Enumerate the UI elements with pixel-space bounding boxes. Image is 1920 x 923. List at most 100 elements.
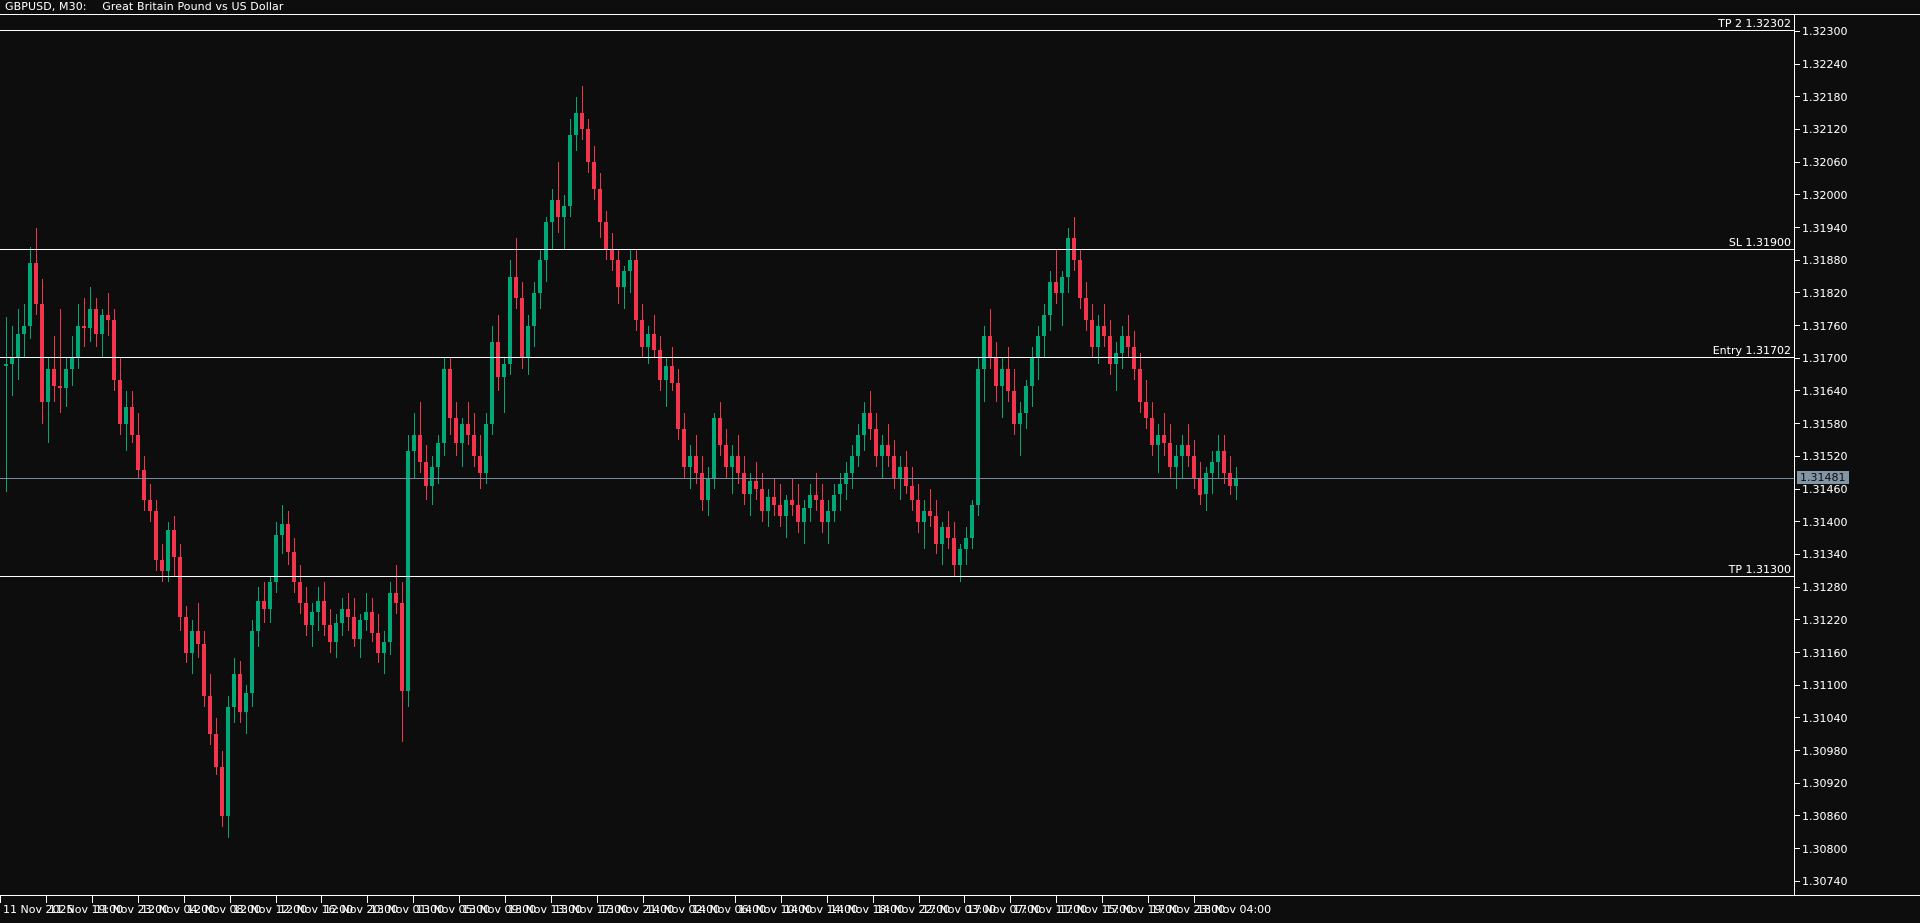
time-tick-mark	[276, 896, 277, 903]
price-tick: 1.31700	[1795, 352, 1848, 365]
candle-body	[808, 494, 812, 509]
candle-body	[778, 505, 782, 517]
candle-body	[898, 467, 902, 479]
candle-body	[592, 162, 596, 190]
candle-body	[880, 445, 884, 457]
candle-wick	[732, 445, 733, 495]
price-tick-mark	[1795, 357, 1800, 359]
price-tick-label: 1.32240	[1802, 58, 1848, 72]
candle-body	[838, 483, 842, 495]
time-tick-mark	[0, 896, 1, 903]
price-tick: 1.30800	[1795, 843, 1848, 856]
candle-body	[946, 527, 950, 539]
time-tick-mark	[1102, 896, 1103, 903]
candle-body	[1192, 456, 1196, 479]
price-tick-label: 1.30800	[1802, 842, 1848, 856]
candle-body	[1060, 276, 1064, 293]
candle-body	[580, 113, 584, 130]
candle-wick	[1020, 401, 1021, 457]
candle-body	[388, 592, 392, 642]
candle-body	[160, 559, 164, 571]
candle-body	[346, 608, 350, 618]
price-tick-mark	[1795, 390, 1800, 392]
candle-body	[616, 260, 620, 288]
time-tick-mark	[643, 896, 644, 903]
candle-body	[652, 333, 656, 351]
candle-wick	[792, 478, 793, 517]
candle-body	[586, 129, 590, 163]
level-line-entry[interactable]	[0, 357, 1794, 358]
price-tick-label: 1.30860	[1802, 809, 1848, 823]
candle-body	[1156, 434, 1160, 446]
chart-plot-area[interactable]: TP 2 1.32302 SL 1.31900 Entry 1.31702 TP 1.…	[0, 15, 1795, 895]
price-tick-label: 1.31100	[1802, 679, 1848, 693]
candle-body	[400, 603, 404, 691]
time-tick-mark	[827, 896, 828, 903]
price-tick-label: 1.31160	[1802, 646, 1848, 660]
candle-wick	[1056, 249, 1057, 304]
candle-body	[826, 510, 830, 522]
candle-body	[976, 369, 980, 506]
candle-body	[94, 309, 98, 334]
candle-wick	[804, 499, 805, 544]
time-tick-label: 13 Nov 01:00	[370, 903, 445, 916]
candle-body	[1096, 325, 1100, 348]
time-tick-mark	[1148, 896, 1149, 903]
candle-body	[532, 292, 536, 326]
candle-body	[1198, 478, 1202, 495]
price-tick-mark	[1795, 521, 1800, 523]
candle-body	[496, 341, 500, 378]
price-tick: 1.32000	[1795, 189, 1848, 202]
candle-body	[1234, 477, 1238, 487]
candle-body	[208, 696, 212, 735]
candle-body	[394, 592, 398, 604]
price-tick-mark	[1795, 259, 1800, 261]
candle-body	[598, 189, 602, 223]
time-tick-mark	[138, 896, 139, 903]
time-tick-mark	[505, 896, 506, 903]
candle-body	[418, 434, 422, 462]
candle-body	[874, 429, 878, 457]
candle-wick	[816, 472, 817, 511]
candle-body	[1036, 336, 1040, 359]
price-tick: 1.31520	[1795, 450, 1848, 463]
price-tick-label: 1.31760	[1802, 319, 1848, 333]
candle-wick	[582, 85, 583, 141]
price-tick-mark	[1795, 96, 1800, 98]
level-line-take-profit-2[interactable]	[0, 30, 1794, 31]
candle-body	[1126, 336, 1130, 348]
candle-wick	[468, 401, 469, 446]
time-tick-label: 11 Nov 19:00	[49, 903, 124, 916]
candle-body	[682, 429, 686, 468]
candle-body	[988, 336, 992, 359]
time-tick-label: 12 Nov 20:00	[324, 903, 399, 916]
candle-body	[412, 434, 416, 451]
price-tick: 1.32120	[1795, 123, 1848, 136]
time-tick-label: 13 Nov 21:00	[600, 903, 675, 916]
candle-body	[610, 249, 614, 261]
time-tick-label: 17 Nov 11:00	[1013, 903, 1088, 916]
candle-wick	[84, 298, 85, 348]
candle-body	[238, 674, 242, 713]
candle-body	[526, 325, 530, 359]
price-tick-label: 1.30740	[1802, 875, 1848, 889]
candle-body	[850, 456, 854, 473]
level-label-stop-loss: SL 1.31900	[1728, 236, 1791, 249]
candle-body	[940, 527, 944, 544]
candle-body	[922, 510, 926, 522]
time-axis[interactable]: 11 Nov 2025 11 Nov 19:00 11 Nov 23:00 12 No…	[0, 895, 1920, 923]
candle-body	[574, 113, 578, 135]
candle-body	[784, 499, 788, 517]
time-tick-mark	[597, 896, 598, 903]
price-tick-mark	[1795, 553, 1800, 555]
level-label-entry: Entry 1.31702	[1712, 344, 1791, 357]
candle-body	[328, 625, 332, 642]
level-line-stop-loss[interactable]	[0, 249, 1794, 250]
price-axis[interactable]: 1.32300 1.32240 1.32180 1.32120 1.32060 1.320…	[1795, 15, 1920, 895]
candle-body	[82, 325, 86, 329]
candle-wick	[1128, 314, 1129, 359]
candle-body	[478, 456, 482, 473]
candle-body	[640, 320, 644, 348]
level-line-take-profit-1[interactable]	[0, 576, 1794, 577]
candle-wick	[504, 358, 505, 413]
